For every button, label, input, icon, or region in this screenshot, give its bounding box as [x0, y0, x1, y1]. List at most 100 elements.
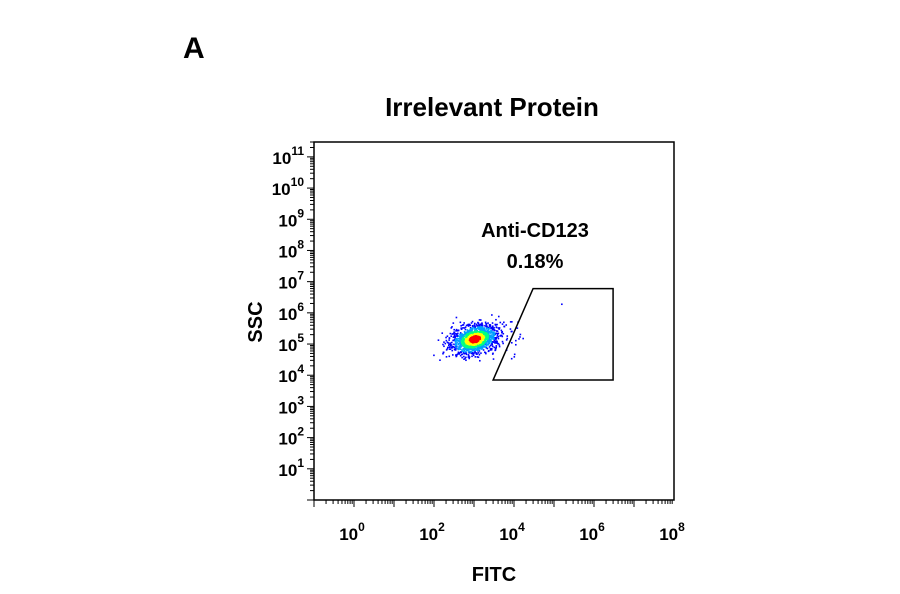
event-point: [450, 335, 453, 337]
event-point: [455, 354, 458, 356]
event-point: [455, 344, 458, 347]
chart-title: Irrelevant Protein: [385, 92, 599, 122]
event-point: [486, 335, 489, 337]
event-point: [459, 321, 462, 324]
event-point: [491, 340, 494, 343]
event-point: [461, 333, 463, 336]
event-point: [465, 359, 467, 362]
event-point: [472, 341, 475, 344]
event-point: [468, 339, 471, 341]
density-scatter: [433, 303, 563, 362]
y-tick-label: 103: [278, 393, 304, 417]
event-point: [474, 326, 477, 328]
event-point: [472, 326, 475, 329]
y-tick-label: 1011: [272, 144, 304, 168]
event-point: [458, 342, 461, 344]
event-point: [476, 332, 479, 334]
event-point: [445, 349, 448, 351]
y-tick-label: 101: [278, 456, 304, 480]
event-point: [442, 352, 444, 355]
y-tick-label: 106: [278, 300, 304, 324]
event-point: [481, 323, 483, 325]
event-point: [484, 341, 487, 344]
event-point: [461, 350, 464, 352]
event-point: [451, 341, 453, 344]
event-point: [453, 328, 456, 331]
event-point: [467, 325, 470, 327]
event-point: [493, 346, 496, 349]
event-point: [457, 351, 460, 354]
event-point: [452, 322, 455, 324]
event-point: [480, 331, 483, 333]
event-point: [506, 337, 509, 340]
event-point: [480, 328, 483, 331]
event-point: [505, 324, 508, 326]
event-point: [484, 334, 486, 337]
plot-frame: [313, 141, 675, 501]
event-point: [487, 343, 490, 346]
event-point: [478, 326, 480, 328]
event-point: [460, 337, 462, 340]
event-point: [455, 328, 458, 331]
event-point: [465, 346, 468, 349]
event-point: [442, 343, 444, 346]
event-point: [442, 351, 445, 354]
event-point: [478, 346, 481, 348]
event-point: [463, 330, 466, 333]
event-point: [474, 356, 477, 358]
event-point: [452, 339, 454, 342]
event-point: [477, 346, 480, 349]
event-point: [463, 355, 465, 358]
event-point: [475, 353, 478, 355]
event-point: [449, 344, 452, 347]
event-point: [489, 332, 492, 334]
event-point: [460, 324, 462, 327]
event-point: [478, 327, 481, 329]
event-point: [460, 328, 463, 331]
gate-polygon[interactable]: [491, 287, 614, 381]
event-point: [455, 347, 458, 349]
event-point: [455, 340, 457, 342]
event-point: [487, 336, 489, 339]
event-point: [466, 324, 469, 326]
event-point: [491, 327, 493, 330]
event-point: [478, 350, 481, 352]
event-point: [482, 333, 484, 336]
event-point: [448, 339, 450, 341]
event-point: [475, 332, 477, 334]
event-point: [476, 343, 478, 346]
event-point: [494, 341, 497, 343]
event-point: [463, 358, 465, 360]
event-point: [471, 336, 473, 338]
event-point: [485, 342, 487, 345]
x-tick-label: 102: [419, 520, 445, 544]
event-point: [480, 323, 482, 325]
event-point: [479, 341, 482, 344]
event-point: [485, 328, 488, 330]
event-point: [463, 327, 466, 329]
event-point: [489, 348, 492, 350]
event-point: [468, 357, 471, 360]
event-point: [450, 344, 453, 346]
event-point: [481, 341, 484, 344]
event-point: [465, 336, 467, 339]
event-point: [496, 323, 498, 326]
event-point: [468, 334, 470, 337]
event-point: [493, 341, 496, 343]
event-point: [481, 324, 484, 327]
event-point: [484, 321, 487, 324]
event-point: [499, 321, 502, 324]
event-point: [487, 328, 490, 331]
event-point: [480, 334, 482, 337]
event-point: [466, 332, 469, 334]
event-point: [471, 329, 473, 332]
event-point: [464, 326, 467, 328]
event-point: [455, 343, 458, 345]
event-point: [463, 332, 466, 334]
event-point: [453, 331, 455, 334]
event-point: [477, 356, 480, 359]
event-point: [503, 321, 505, 324]
event-point: [469, 324, 472, 326]
event-point: [513, 353, 516, 356]
event-point: [473, 344, 476, 346]
